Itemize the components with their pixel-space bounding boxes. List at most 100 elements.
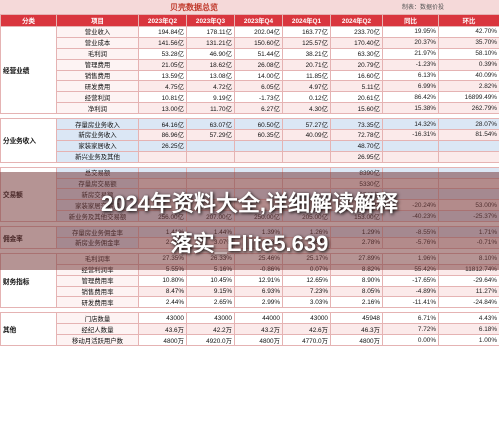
qoq-cell: 16899.49% [438, 91, 499, 104]
value-cell: 86.96亿 [138, 129, 187, 141]
column-header: 环比 [438, 14, 499, 27]
column-header: 2023年Q4 [234, 14, 283, 27]
yoy-cell: 19.95% [382, 26, 439, 38]
table-row: 其他 门店数量 43000 43000 44000 43000 45948 6.71% 4.43… [0, 312, 499, 347]
value-cell: 26.08亿 [234, 58, 283, 71]
category-cell: 经营业绩 [0, 25, 57, 115]
yoy-cell: 21.97% [382, 47, 439, 60]
value-cell: 2.65% [186, 296, 235, 309]
value-cell: 2.44% [138, 296, 187, 309]
value-cell: 43000 [186, 312, 235, 325]
value-cell: 57.27亿 [282, 118, 331, 131]
table-title: 贝壳数据总览 [170, 3, 218, 12]
item-cell: 管理费用 [56, 58, 139, 71]
table-row: 新兴业务及其他 26.95亿 [1, 150, 499, 163]
value-cell: 194.84亿 [138, 26, 187, 38]
column-header: 同比 [382, 14, 439, 27]
value-cell: 5.11亿 [330, 80, 383, 93]
value-cell: 170.40亿 [330, 36, 383, 49]
qoq-cell: -24.84% [438, 296, 499, 309]
table-row: 管理费用 21.05亿 18.62亿 26.08亿 20.71亿 20.79亿 -1.23%… [1, 58, 499, 71]
value-cell: 18.62亿 [186, 58, 235, 71]
value-cell: 150.60亿 [234, 36, 283, 49]
value-cell: 4800万 [234, 334, 283, 347]
qoq-cell: 58.10% [438, 47, 499, 60]
value-cell: 38.21亿 [282, 47, 331, 60]
value-cell: 12.91% [234, 274, 283, 287]
value-cell: 46.3万 [330, 323, 383, 336]
table-row: 毛利润 53.28亿 46.90亿 51.44亿 38.21亿 63.30亿 21.97% 5… [1, 47, 499, 60]
qoq-cell: -29.64% [438, 274, 499, 287]
column-header: 2023年Q2 [138, 14, 187, 27]
table-row: 销售费用 13.59亿 13.08亿 14.00亿 11.85亿 16.60亿 6.13% 4… [1, 69, 499, 82]
value-cell: 63.30亿 [330, 47, 383, 60]
value-cell: 21.05亿 [138, 58, 187, 71]
value-cell: 15.60亿 [330, 102, 383, 115]
yoy-cell: 7.72% [382, 323, 439, 336]
table-row: 分业务收入 存量房业务收入 64.16亿 63.07亿 60.50亿 57.27亿 73.3… [0, 118, 499, 163]
value-cell: 63.07亿 [186, 118, 235, 131]
yoy-cell: -11.41% [382, 296, 439, 309]
yoy-cell [382, 150, 439, 163]
item-cell: 经纪人数量 [56, 323, 139, 336]
yoy-cell: 15.38% [382, 102, 439, 115]
banner-line-2: 落实_Elite5.639 [170, 231, 329, 256]
table-row: 移动月活跃用户数 4800万 4920.0万 4800万 4770.0万 4800万 0.0… [1, 334, 499, 347]
value-cell: 4.30亿 [282, 102, 331, 115]
footer-note: 制表：数据价投 [402, 5, 445, 11]
item-cell: 研发费用 [56, 80, 139, 93]
header-row: 分类 项目 2023年Q2 2023年Q3 2023年Q4 2024年Q1 2024年Q2 同… [0, 14, 499, 27]
value-cell: 60.35亿 [234, 129, 283, 141]
value-cell: 43000 [138, 312, 187, 325]
qoq-cell: 2.82% [438, 80, 499, 93]
value-cell: 4800万 [330, 334, 383, 347]
qoq-cell: 4.43% [438, 312, 499, 325]
table-row: 研发费用率 2.44% 2.65% 2.99% 3.03% 2.16% -11.41% -24… [1, 296, 499, 309]
yoy-cell: 20.37% [382, 36, 439, 49]
value-cell: 43.2万 [234, 323, 283, 336]
value-cell: 4770.0万 [282, 334, 331, 347]
value-cell: 4920.0万 [186, 334, 235, 347]
value-cell: 163.77亿 [282, 26, 331, 38]
value-cell [186, 139, 235, 152]
yoy-cell: 6.71% [382, 312, 439, 325]
divider-cell [0, 162, 499, 168]
qoq-cell: 35.70% [438, 36, 499, 49]
item-cell: 门店数量 [56, 312, 139, 325]
value-cell: 13.08亿 [186, 69, 235, 82]
value-cell: 6.05亿 [234, 80, 283, 93]
value-cell: 9.19亿 [186, 91, 235, 104]
value-cell: 10.81亿 [138, 91, 187, 104]
table-row: 经营业绩 营业收入 194.84亿 178.11亿 202.04亿 163.77亿 233.… [0, 25, 499, 115]
value-cell: 2.99% [234, 296, 283, 309]
section-divider [0, 307, 499, 313]
value-cell [234, 139, 283, 152]
value-cell: 64.16亿 [138, 118, 187, 131]
table-row: 研发费用 4.75亿 4.72亿 6.05亿 4.97亿 5.11亿 6.99% 2.82% [1, 80, 499, 93]
value-cell: -1.73亿 [234, 91, 283, 104]
value-cell: 125.57亿 [282, 36, 331, 49]
qoq-cell: 28.07% [438, 118, 499, 131]
item-cell: 毛利润 [56, 47, 139, 60]
value-cell: 11.70亿 [186, 102, 235, 115]
yoy-cell: 0.00% [382, 334, 439, 347]
yoy-cell [382, 139, 439, 152]
table-row: 营业成本 141.56亿 131.21亿 150.60亿 125.57亿 170.40亿 2… [1, 36, 499, 49]
value-cell: 72.78亿 [330, 129, 383, 141]
value-cell: 233.70亿 [330, 26, 383, 38]
value-cell: 45948 [330, 312, 383, 325]
value-cell: 46.90亿 [186, 47, 235, 60]
divider-cell [0, 113, 499, 119]
value-cell: 43.6万 [138, 323, 187, 336]
item-cell: 家装家居收入 [56, 139, 139, 152]
value-cell: 8.90% [330, 274, 383, 287]
table-row: 经营利润 10.81亿 9.19亿 -1.73亿 0.12亿 20.61亿 86.42% 16… [1, 91, 499, 104]
value-cell: 48.70亿 [330, 139, 383, 152]
table-row: 家装家居收入 26.25亿 48.70亿 [1, 139, 499, 152]
yoy-cell: -17.65% [382, 274, 439, 287]
item-cell: 移动月活跃用户数 [56, 334, 139, 347]
item-cell: 新兴业务及其他 [56, 150, 139, 163]
yoy-cell: 14.32% [382, 118, 439, 131]
value-cell: 11.85亿 [282, 69, 331, 82]
column-header: 分类 [0, 14, 57, 27]
